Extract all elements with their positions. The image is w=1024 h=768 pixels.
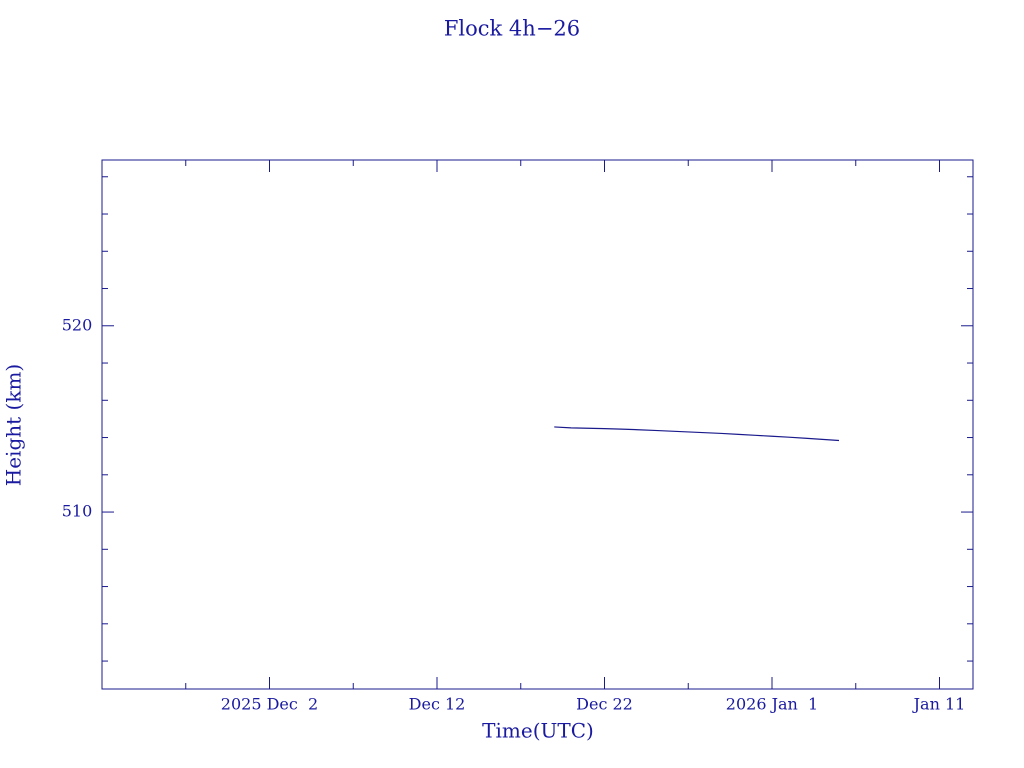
y-axis-label: Height (km) — [2, 364, 26, 486]
x-axis-label: Time(UTC) — [482, 719, 594, 743]
x-tick-label: Dec 22 — [576, 695, 633, 714]
x-tick-label: Jan 11 — [912, 695, 966, 714]
x-tick-label: Dec 12 — [409, 695, 466, 714]
data-line — [554, 426, 840, 442]
plot-frame — [101, 159, 974, 690]
x-tick-label: 2025 Dec 2 — [221, 695, 318, 714]
chart-title: Flock 4h−26 — [444, 17, 580, 41]
y-tick-label: 520 — [62, 315, 93, 334]
x-tick-label: 2026 Jan 1 — [726, 695, 818, 714]
y-tick-label: 510 — [62, 502, 93, 521]
